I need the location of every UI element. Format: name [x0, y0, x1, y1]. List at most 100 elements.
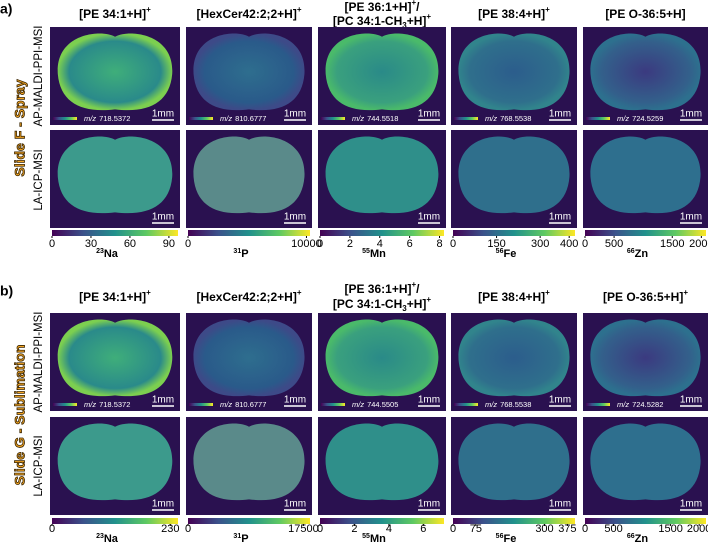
title-part: [PE 34:1+H] [79, 290, 146, 304]
intensity-bar [189, 403, 213, 406]
row-label: LA-ICP-MSI [33, 149, 45, 210]
isotope: 55 [362, 533, 370, 540]
mz-value: 724.5282 [632, 400, 663, 409]
colorbar-tick-label: 10000 [291, 238, 322, 250]
scale-bar-label: 1mm [418, 109, 440, 120]
mz-prefix: m/z [617, 400, 629, 409]
brain-section [193, 423, 305, 501]
intensity-bar [53, 117, 77, 120]
colorbar-tick-label: 1500 [660, 238, 684, 250]
title-part: [HexCer42:2;2+H] [196, 7, 296, 21]
brain-section [458, 33, 570, 111]
colorbar-tick-label: 8 [436, 238, 442, 250]
ion-title: [PE 38:4+H]+ [478, 288, 550, 304]
scale-bar-label: 1mm [418, 395, 440, 406]
colorbar-tick-label: 0 [185, 238, 191, 250]
side-label: Slide G - Sublimation [12, 345, 28, 486]
mz-prefix: m/z [220, 400, 232, 409]
title-part: + [146, 5, 151, 14]
scale-bar-label: 1mm [284, 212, 306, 223]
colorbar [52, 518, 178, 524]
title-part: + [412, 280, 417, 289]
element-label: 23Na [96, 533, 119, 545]
colorbar-tick-label: 2000 [687, 523, 708, 535]
element-label: 55Mn [362, 533, 386, 545]
colorbar-tick-label: 0 [450, 238, 456, 250]
title-part: 3 [402, 304, 407, 313]
title-part: +H] [407, 14, 427, 28]
mz-label: m/z 744.5505 [352, 400, 398, 409]
colorbar-tick-label: 6 [420, 523, 426, 535]
scale-bar-label: 1mm [680, 395, 702, 406]
colorbar [453, 518, 575, 524]
mz-label: m/z 810.6777 [220, 400, 266, 409]
intensity-bar [454, 117, 478, 120]
title-part: + [545, 288, 550, 297]
element: Fe [503, 533, 516, 545]
brain-section [458, 319, 570, 397]
isotope: 55 [362, 248, 370, 255]
title-part: + [146, 288, 151, 297]
isotope: 66 [627, 533, 635, 540]
element-label: 23Na [96, 248, 119, 260]
scale-bar-label: 1mm [549, 109, 571, 120]
side-label: Slide F - Spray [12, 79, 28, 176]
scale-bar-label: 1mm [152, 499, 174, 510]
colorbar-tick-label: 0 [582, 523, 588, 535]
title-part: [PE O-36:5+H] [603, 290, 683, 304]
colorbar-tick-label: 300 [531, 238, 549, 250]
colorbar [585, 518, 706, 524]
colorbar-tick-label: 0 [49, 238, 55, 250]
ion-title: [PC 34:1-CH3+H]+ [333, 12, 431, 30]
intensity-bar [586, 117, 610, 120]
scale-bar-label: 1mm [152, 109, 174, 120]
title-part: + [545, 5, 550, 14]
isotope: 31 [233, 533, 241, 540]
intensity-bar [454, 403, 478, 406]
mz-prefix: m/z [485, 114, 497, 123]
title-part: [PE 38:4+H] [478, 290, 545, 304]
mz-label: m/z 768.5538 [485, 400, 531, 409]
intensity-bar [53, 403, 77, 406]
colorbar-tick-label: 6 [407, 238, 413, 250]
mz-label: m/z 768.5538 [485, 114, 531, 123]
title-part: +H] [407, 297, 427, 311]
title-part: / [416, 0, 420, 14]
mz-value: 718.5372 [99, 114, 130, 123]
element: Na [104, 533, 119, 545]
element: P [241, 533, 248, 545]
scale-bar-label: 1mm [152, 212, 174, 223]
mz-prefix: m/z [352, 114, 364, 123]
element-label: 31P [233, 533, 248, 545]
colorbar-tick-label: 0 [185, 523, 191, 535]
ion-title: [HexCer42:2;2+H]+ [196, 5, 301, 21]
brain-section [57, 423, 173, 501]
scale-bar-label: 1mm [284, 109, 306, 120]
element-label: 55Mn [362, 248, 386, 260]
element-label: 56Fe [496, 533, 517, 545]
colorbar-tick-label: 0 [49, 523, 55, 535]
mz-prefix: m/z [352, 400, 364, 409]
element: Mn [370, 248, 386, 260]
mz-prefix: m/z [485, 400, 497, 409]
mz-value: 744.5518 [367, 114, 398, 123]
panel-label: b) [0, 283, 13, 299]
element-label: 31P [233, 248, 248, 260]
isotope: 56 [496, 533, 504, 540]
isotope: 56 [496, 248, 504, 255]
scale-bar-label: 1mm [680, 212, 702, 223]
brain-section [325, 423, 439, 501]
colorbar-tick-label: 500 [604, 523, 622, 535]
ion-title: [PE O-36:5+H]+ [603, 288, 688, 304]
row-label: LA-ICP-MSI [33, 435, 45, 496]
row-label: AP-MALDI-PPI-MSI [33, 312, 45, 413]
title-part: + [683, 288, 688, 297]
title-part: [PC 34:1-CH [333, 14, 402, 28]
colorbar-tick-label: 0 [317, 238, 323, 250]
ion-title: [PE 34:1+H]+ [79, 5, 151, 21]
scale-bar-label: 1mm [418, 212, 440, 223]
title-part: + [297, 288, 302, 297]
mz-label: m/z 718.5372 [84, 114, 130, 123]
brain-section [325, 136, 439, 214]
